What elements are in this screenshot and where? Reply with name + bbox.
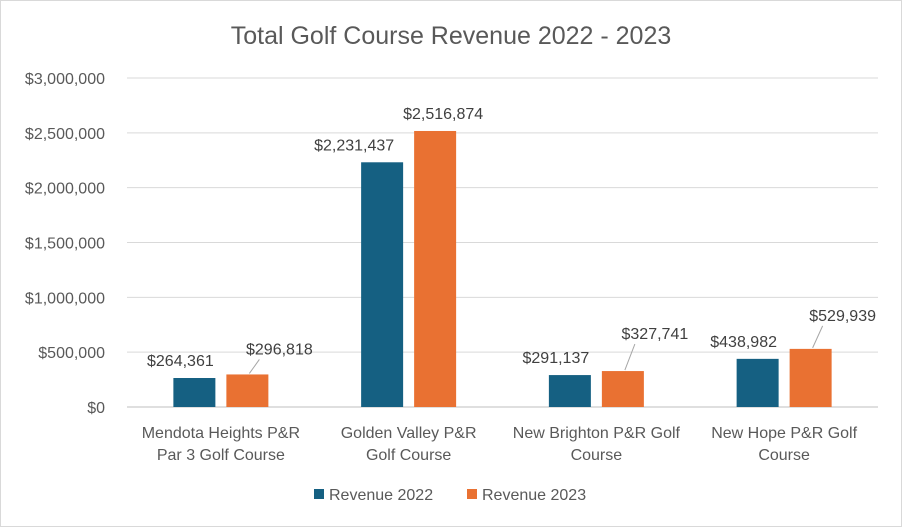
data-label: $2,231,437 — [314, 137, 394, 154]
data-label: $529,939 — [809, 308, 876, 325]
bar-2023 — [414, 130, 457, 407]
y-tick-label: $500,000 — [38, 345, 105, 362]
legend-label: Revenue 2022 — [329, 487, 433, 504]
x-category-label: New Brighton P&R Golf — [513, 425, 681, 442]
bar-2023 — [226, 374, 269, 407]
leader-line — [248, 359, 260, 374]
chart-title: Total Golf Course Revenue 2022 - 2023 — [231, 22, 672, 50]
data-label: $2,516,874 — [403, 106, 483, 123]
y-tick-label: $1,000,000 — [25, 290, 105, 307]
data-label: $438,982 — [710, 334, 777, 351]
y-axis-ticks: $0 $500,000 $1,000,000 $1,500,000 $2,000,000… — [25, 71, 105, 417]
data-labels: $264,361 $296,818 $2,231,437 $2,516,874 $291… — [147, 106, 876, 370]
bar-2022 — [361, 162, 404, 407]
x-category-label: Par 3 Golf Course — [157, 447, 285, 464]
y-tick-label: $2,500,000 — [25, 126, 105, 143]
legend-swatch — [467, 489, 477, 499]
bar-2022 — [736, 358, 779, 407]
x-category-label: Golden Valley P&R — [341, 425, 477, 442]
data-label: $291,137 — [523, 350, 590, 367]
x-category-label: New Hope P&R Golf — [711, 425, 857, 442]
x-category-label: Course — [758, 447, 810, 464]
y-tick-label: $2,000,000 — [25, 181, 105, 198]
label-leader-lines — [248, 325, 824, 374]
bar-2022 — [548, 375, 591, 407]
legend-swatch — [314, 489, 324, 499]
legend-label: Revenue 2023 — [482, 487, 586, 504]
data-label: $264,361 — [147, 353, 214, 370]
y-tick-label: $1,500,000 — [25, 236, 105, 253]
legend: Revenue 2022 Revenue 2023 — [314, 487, 586, 504]
y-tick-label: $0 — [87, 400, 105, 417]
bar-2023 — [601, 371, 644, 407]
bar-2022 — [173, 378, 216, 407]
y-tick-label: $3,000,000 — [25, 71, 105, 88]
x-category-label: Mendota Heights P&R — [142, 425, 300, 442]
x-axis-categories: Mendota Heights P&R Par 3 Golf Course Gold… — [142, 425, 858, 464]
bars — [173, 130, 832, 407]
bar-2023 — [789, 348, 832, 407]
x-category-label: Golf Course — [366, 447, 451, 464]
data-label: $296,818 — [246, 341, 313, 358]
data-label: $327,741 — [622, 326, 689, 343]
leader-line — [812, 325, 824, 349]
leader-line — [624, 343, 636, 371]
x-category-label: Course — [571, 447, 623, 464]
gridlines — [127, 77, 878, 408]
